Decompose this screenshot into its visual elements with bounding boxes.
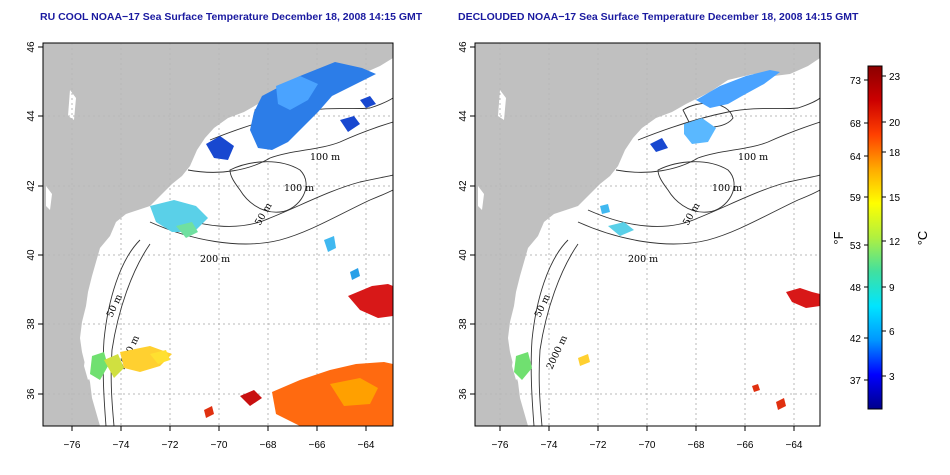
contour-label: 100 m	[310, 152, 340, 163]
fahrenheit-tick: 64	[850, 152, 862, 163]
panel-title: DECLOUDED NOAA−17 Sea Surface Temperatur…	[458, 11, 859, 23]
contour-label: 200 m	[628, 254, 658, 265]
sst-patches	[514, 70, 820, 410]
celsius-tick: 3	[889, 372, 895, 383]
fahrenheit-tick: 42	[850, 334, 862, 345]
celsius-tick: 12	[889, 237, 901, 248]
y-tick-label: 38	[26, 318, 37, 330]
y-tick-label: 40	[458, 249, 469, 261]
celsius-tick: 23	[889, 72, 901, 83]
y-tick-label: 46	[26, 41, 37, 53]
land-mass	[43, 43, 393, 426]
celsius-tick: 9	[889, 283, 895, 294]
x-tick-label: −64	[786, 440, 803, 451]
land-mass	[475, 43, 820, 426]
y-tick-label: 42	[26, 180, 37, 192]
bathymetry-contours	[102, 97, 393, 426]
x-tick-label: −68	[260, 440, 277, 451]
celsius-unit-label: °C	[915, 231, 930, 246]
x-tick-label: −66	[737, 440, 754, 451]
x-tick-label: −70	[639, 440, 656, 451]
panel-title: RU COOL NOAA−17 Sea Surface Temperature …	[40, 11, 423, 23]
y-tick-label: 44	[458, 110, 469, 122]
fahrenheit-unit-label: °F	[831, 231, 846, 244]
fahrenheit-tick: 53	[850, 241, 862, 252]
fahrenheit-tick: 48	[850, 283, 862, 294]
plot-frame	[42, 42, 394, 427]
fahrenheit-tick: 68	[850, 119, 862, 130]
celsius-tick: 18	[889, 148, 901, 159]
colorbar-gradient	[867, 65, 883, 410]
fahrenheit-tick: 59	[850, 193, 862, 204]
contour-label: 100 m	[712, 183, 742, 194]
fahrenheit-tick: 73	[850, 76, 862, 87]
y-tick-label: 44	[26, 110, 37, 122]
y-tick-label: 38	[458, 318, 469, 330]
fahrenheit-tick: 37	[850, 376, 862, 387]
celsius-tick: 20	[889, 118, 901, 129]
y-tick-label: 40	[26, 249, 37, 261]
contour-label: 100 m	[738, 152, 768, 163]
y-tick-label: 36	[26, 388, 37, 400]
celsius-tick: 15	[889, 193, 901, 204]
x-tick-label: −76	[492, 440, 509, 451]
x-tick-label: −74	[541, 440, 558, 451]
x-tick-label: −72	[162, 440, 179, 451]
x-tick-label: −70	[211, 440, 228, 451]
y-tick-label: 46	[458, 41, 469, 53]
y-tick-label: 36	[458, 388, 469, 400]
sst-patches	[90, 62, 393, 426]
grid-lines	[475, 43, 820, 426]
x-tick-label: −76	[64, 440, 81, 451]
map-panel-left: RU COOL NOAA−17 Sea Surface Temperature …	[26, 11, 423, 451]
x-tick-label: −74	[113, 440, 130, 451]
x-tick-label: −64	[358, 440, 375, 451]
x-tick-label: −68	[688, 440, 705, 451]
x-tick-label: −66	[309, 440, 326, 451]
map-panel-right: DECLOUDED NOAA−17 Sea Surface Temperatur…	[458, 11, 859, 451]
x-tick-label: −72	[590, 440, 607, 451]
contour-label: 100 m	[284, 183, 314, 194]
contour-label: 200 m	[200, 254, 230, 265]
celsius-tick: 6	[889, 327, 895, 338]
bathymetry-contours	[530, 97, 820, 426]
y-tick-label: 42	[458, 180, 469, 192]
colorbar: 73 68 64 59 53 48 42 37 23 20 18 15 12 9…	[831, 65, 930, 410]
